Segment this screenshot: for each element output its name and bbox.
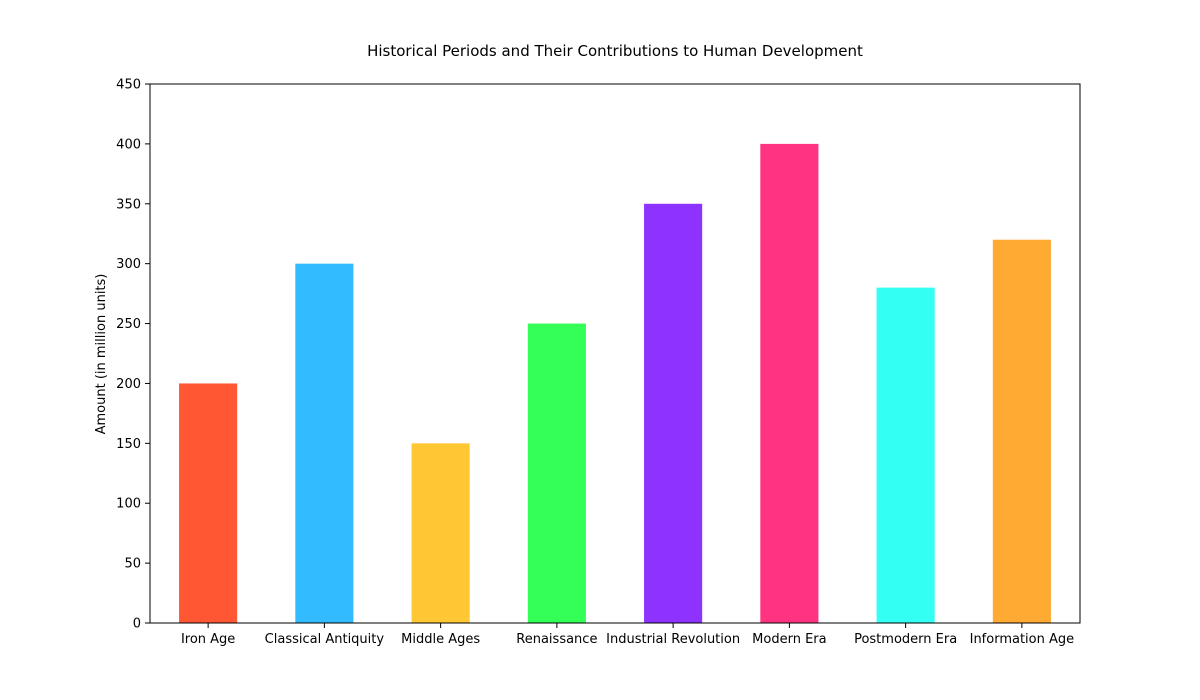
bar-classical-antiquity bbox=[295, 263, 354, 623]
x-tick-label: Iron Age bbox=[181, 632, 235, 647]
bar-information-age bbox=[992, 239, 1051, 623]
plot-frame bbox=[149, 83, 1081, 624]
x-axis-ticks: Iron Age Classical Antiquity Middle Ages Re… bbox=[181, 623, 1074, 647]
x-tick-label: Information Age bbox=[970, 632, 1075, 647]
y-axis-label: Amount (in million units) bbox=[94, 274, 109, 435]
x-tick-label: Classical Antiquity bbox=[265, 632, 385, 647]
bar-renaissance bbox=[527, 323, 586, 623]
y-tick-label: 350 bbox=[116, 197, 141, 212]
y-axis-ticks: 0 50 100 150 200 250 300 350 400 450 bbox=[116, 78, 150, 632]
bar-middle-ages bbox=[411, 443, 470, 623]
y-tick-label: 0 bbox=[133, 617, 141, 632]
y-tick-label: 100 bbox=[116, 497, 141, 512]
bar-postmodern-era bbox=[876, 287, 935, 623]
y-tick-label: 400 bbox=[116, 137, 141, 152]
y-tick-label: 50 bbox=[124, 557, 141, 572]
bar-iron-age bbox=[179, 383, 238, 623]
bar-industrial-revolution bbox=[644, 203, 703, 623]
y-tick-label: 450 bbox=[116, 78, 141, 93]
bars-group bbox=[179, 143, 1051, 623]
x-tick-label: Industrial Revolution bbox=[606, 632, 740, 647]
bar-modern-era bbox=[760, 143, 819, 623]
x-tick-label: Middle Ages bbox=[401, 632, 480, 647]
chart-title: Historical Periods and Their Contributio… bbox=[367, 42, 863, 60]
y-tick-label: 200 bbox=[116, 377, 141, 392]
y-tick-label: 150 bbox=[116, 437, 141, 452]
x-tick-label: Postmodern Era bbox=[854, 632, 957, 647]
y-tick-label: 250 bbox=[116, 317, 141, 332]
y-tick-label: 300 bbox=[116, 257, 141, 272]
x-tick-label: Renaissance bbox=[516, 632, 597, 647]
x-tick-label: Modern Era bbox=[752, 632, 826, 647]
